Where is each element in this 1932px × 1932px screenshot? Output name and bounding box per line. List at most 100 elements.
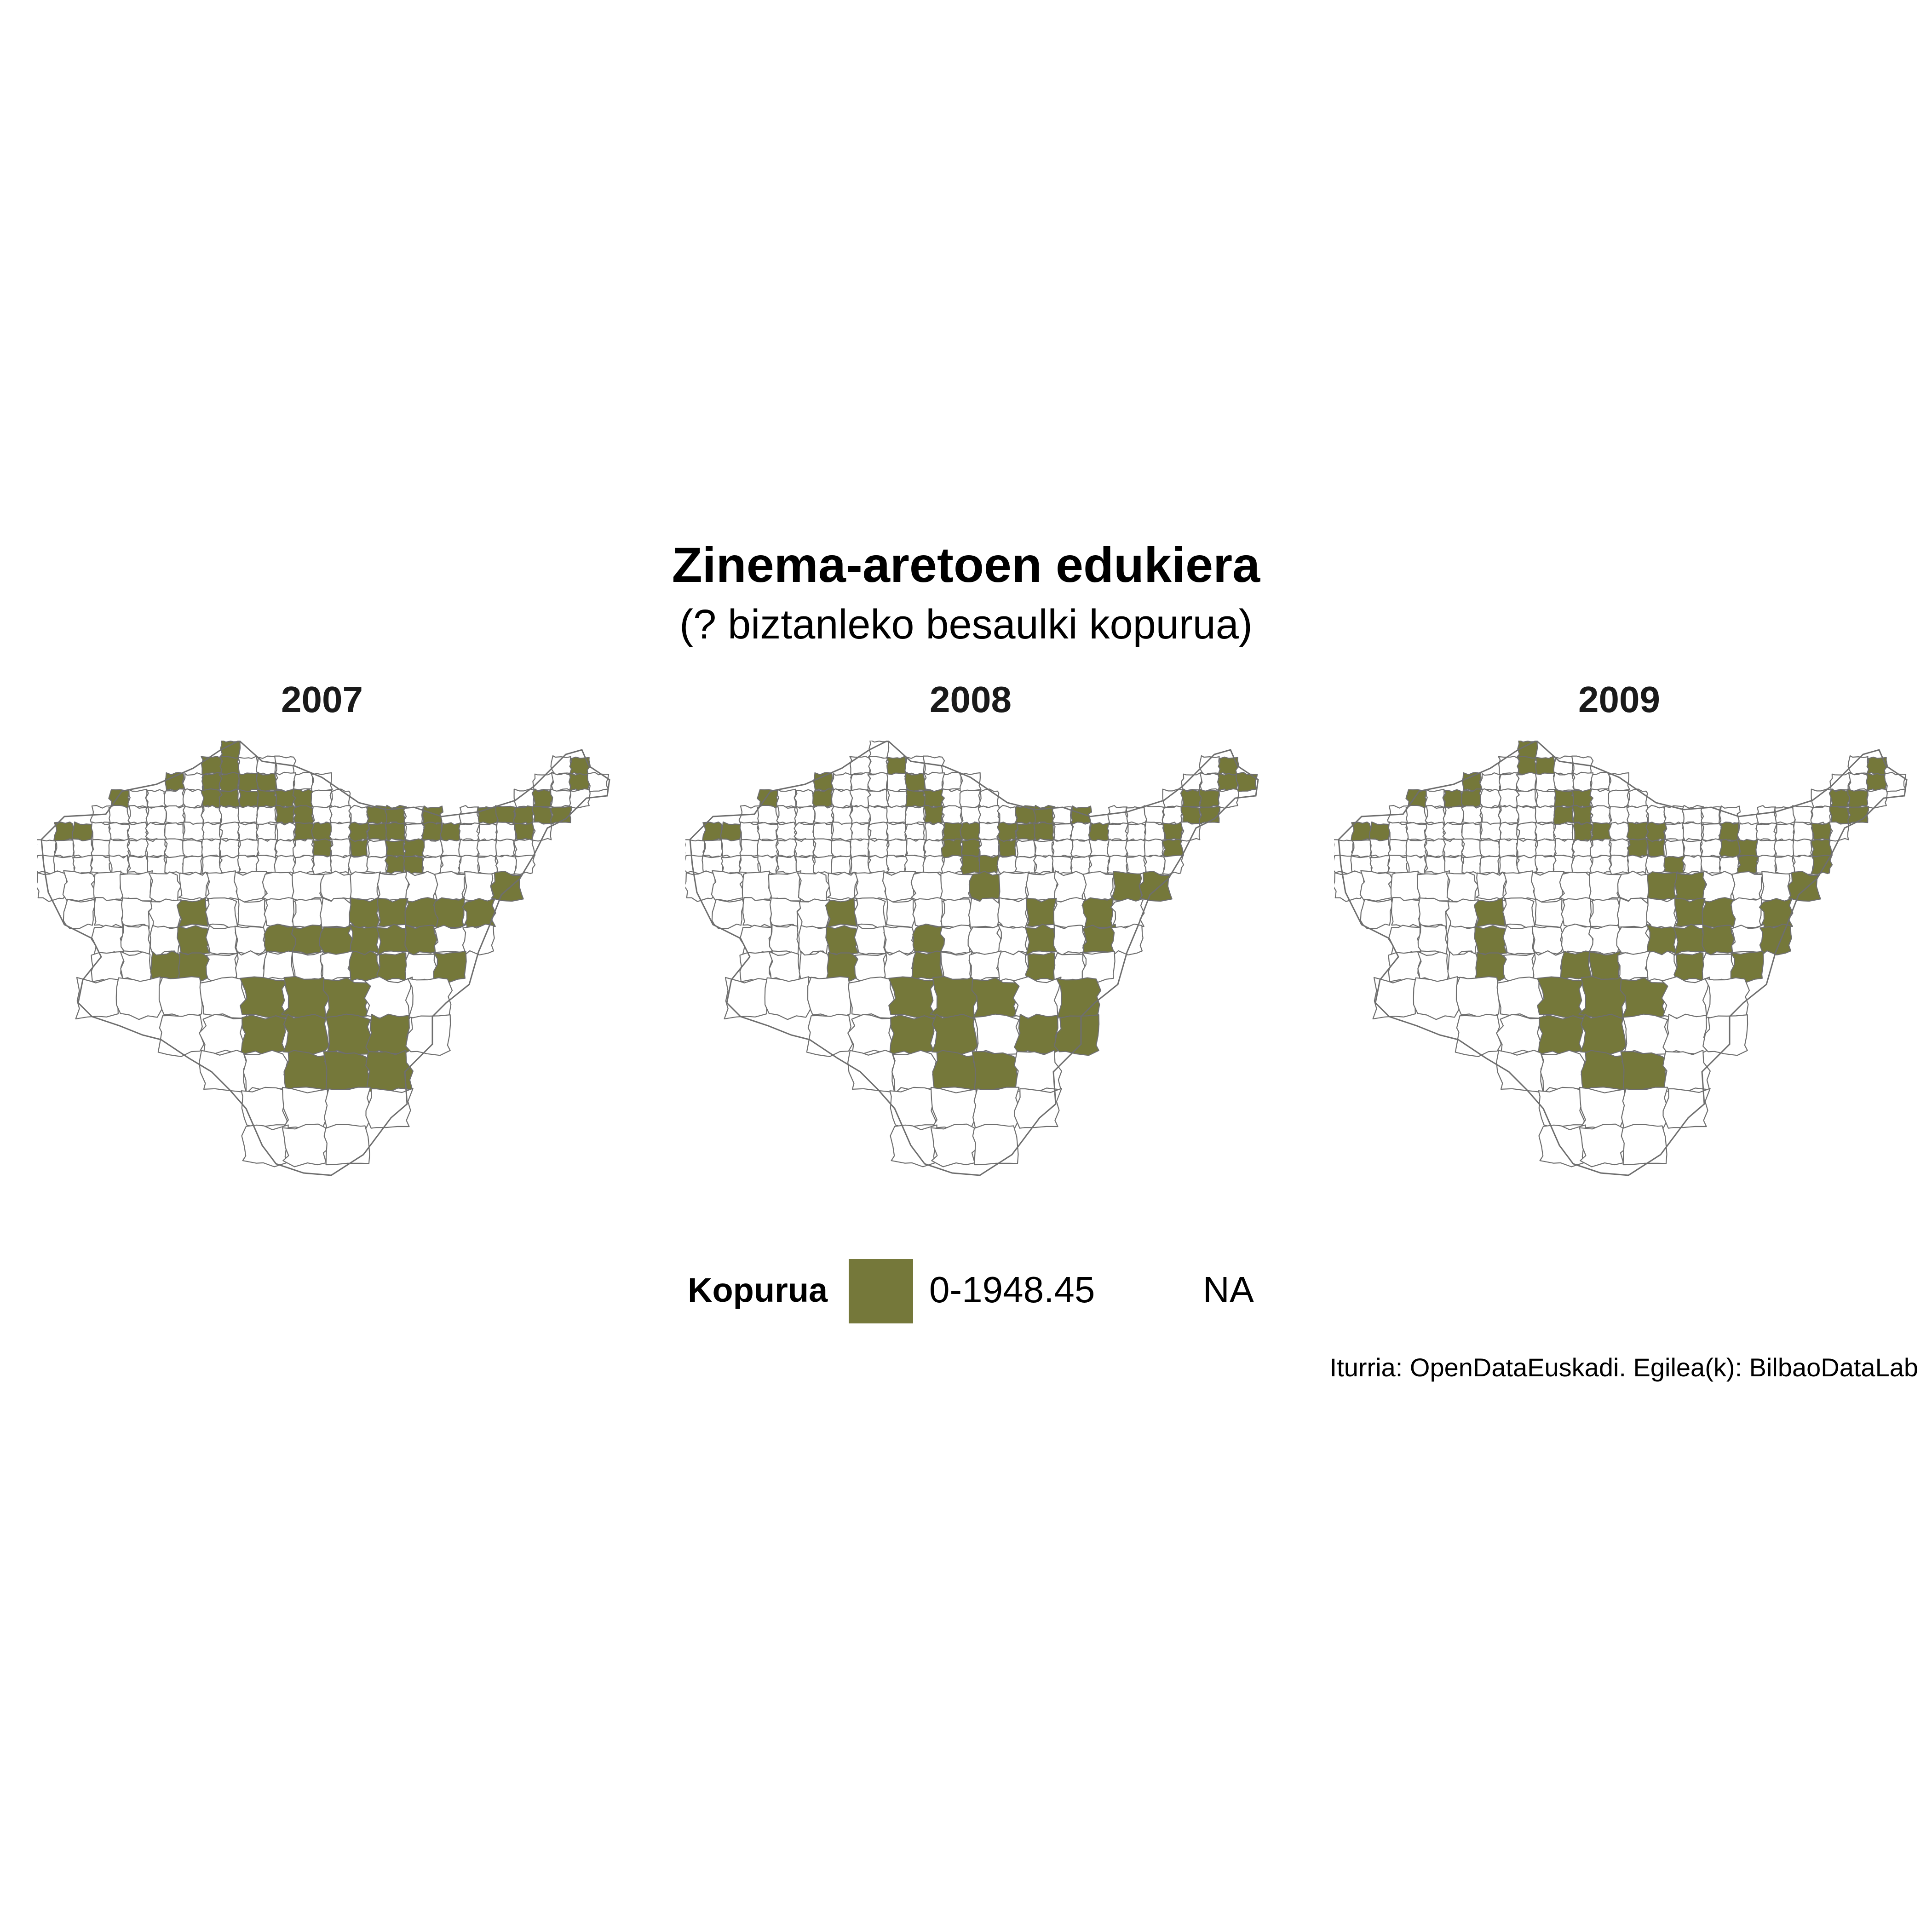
municipality-highlighted	[201, 772, 223, 793]
municipality-highlighted	[1674, 871, 1708, 902]
municipality	[969, 950, 1002, 982]
municipality	[495, 822, 517, 842]
municipality	[163, 788, 185, 808]
municipality	[1417, 924, 1448, 955]
municipality	[148, 898, 182, 929]
municipality	[91, 821, 112, 842]
municipality-highlighted	[1235, 772, 1258, 793]
municipality-highlighted	[164, 772, 185, 792]
municipality-highlighted	[256, 771, 278, 793]
municipality	[890, 1124, 937, 1167]
municipality-highlighted	[1351, 821, 1373, 842]
municipality-highlighted	[550, 806, 572, 824]
municipality	[1424, 854, 1447, 875]
municipality	[550, 788, 573, 809]
municipality-highlighted	[1811, 855, 1833, 875]
municipality	[1391, 897, 1421, 929]
municipality	[1447, 950, 1479, 982]
municipality-highlighted	[1460, 788, 1483, 808]
municipality-highlighted	[1580, 1013, 1627, 1055]
municipality	[867, 788, 889, 809]
municipality	[1070, 822, 1091, 841]
municipality	[775, 854, 798, 875]
municipality-highlighted	[384, 840, 406, 857]
municipality	[476, 839, 499, 858]
municipality-highlighted	[325, 1013, 372, 1056]
municipality-highlighted	[433, 951, 467, 983]
municipality	[1417, 951, 1449, 983]
municipality	[1360, 898, 1393, 929]
municipality	[1070, 839, 1092, 858]
municipality	[776, 822, 797, 842]
municipality	[145, 822, 168, 842]
municipality-highlighted	[240, 976, 289, 1019]
municipality-highlighted	[1730, 951, 1764, 983]
municipality	[1516, 822, 1539, 841]
municipality	[1144, 838, 1164, 858]
municipality	[1088, 839, 1111, 858]
municipality	[910, 871, 945, 903]
municipality	[886, 898, 916, 928]
municipality-highlighted	[322, 977, 372, 1020]
legend-label-na: NA	[1203, 1269, 1254, 1310]
municipality	[974, 1013, 1020, 1056]
municipality	[62, 870, 97, 903]
municipality	[407, 977, 453, 1020]
municipality	[1502, 870, 1537, 901]
municipality	[1088, 855, 1111, 875]
municipality	[311, 805, 333, 825]
municipality-highlighted	[1217, 756, 1240, 776]
municipality	[1125, 839, 1147, 858]
municipality-highlighted	[904, 771, 927, 793]
municipality-highlighted	[323, 1051, 372, 1091]
municipality	[1053, 897, 1088, 928]
municipality	[776, 805, 798, 825]
municipality	[930, 1087, 978, 1130]
municipality-highlighted	[960, 854, 981, 875]
municipality	[1559, 871, 1593, 903]
municipality	[757, 805, 780, 824]
municipality	[799, 950, 831, 982]
municipality-highlighted	[941, 838, 963, 858]
municipality	[324, 1087, 371, 1131]
municipality-highlighted	[1082, 897, 1114, 929]
municipality	[1455, 1013, 1502, 1057]
municipality-highlighted	[349, 923, 380, 956]
municipality-highlighted	[1663, 855, 1685, 875]
municipality	[1181, 771, 1202, 791]
municipality	[1475, 871, 1508, 902]
municipality	[323, 1124, 370, 1166]
municipality-highlighted	[384, 854, 406, 874]
municipality	[1608, 822, 1630, 841]
municipality	[1701, 823, 1723, 841]
municipality	[742, 870, 774, 903]
municipality-highlighted	[349, 897, 380, 930]
municipality	[794, 838, 816, 859]
municipality	[796, 898, 830, 929]
municipality	[37, 870, 68, 902]
municipality	[978, 805, 1000, 825]
map-panel-2009	[1334, 741, 1908, 1176]
municipality	[1388, 821, 1409, 842]
municipality-highlighted	[218, 772, 241, 792]
municipality	[978, 822, 1000, 842]
municipality	[1608, 805, 1630, 825]
municipality	[205, 870, 240, 901]
municipality-highlighted	[513, 822, 536, 840]
municipality	[1479, 772, 1502, 792]
municipality	[310, 789, 333, 809]
municipality	[930, 1123, 979, 1167]
map-panel-2008	[685, 741, 1259, 1176]
municipality	[255, 855, 278, 874]
municipality	[1180, 821, 1201, 842]
municipality	[886, 772, 908, 793]
municipality	[1627, 854, 1649, 874]
municipality-highlighted	[1461, 772, 1482, 792]
municipality-highlighted	[283, 1013, 329, 1055]
municipality-highlighted	[1718, 822, 1740, 841]
municipality	[218, 838, 241, 858]
municipality	[1217, 788, 1239, 809]
municipality	[255, 838, 278, 858]
municipality	[1425, 788, 1445, 808]
municipality	[241, 1124, 289, 1167]
